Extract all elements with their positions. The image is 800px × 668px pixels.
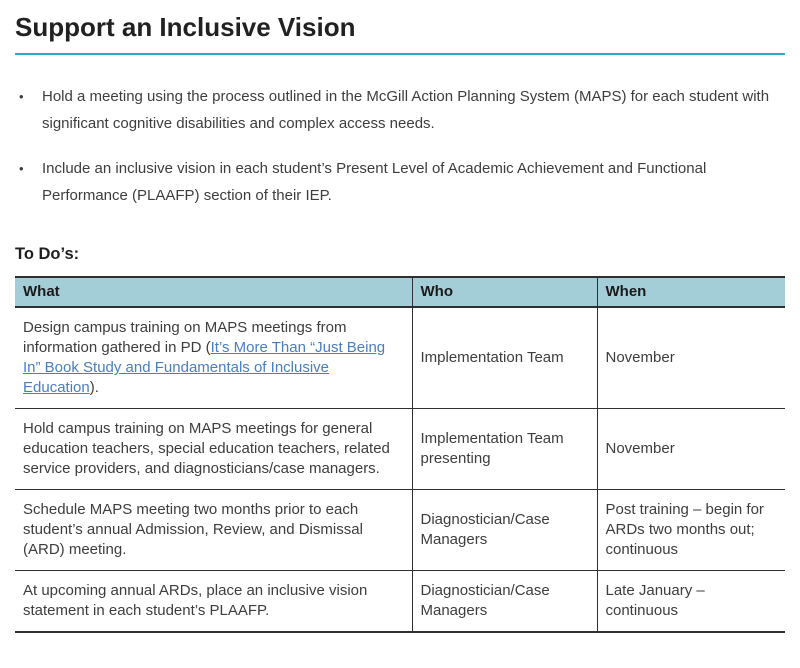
cell-when: Late January – continuous	[596, 570, 785, 634]
cell-text: ).	[89, 379, 99, 397]
cell-what: At upcoming annual ARDs, place an inclus…	[15, 570, 412, 634]
cell-who: Implementation Team	[411, 307, 597, 410]
title-underline	[15, 53, 785, 56]
bullet-marker: •	[19, 89, 24, 105]
cell-what: Design campus training on MAPS meetings …	[15, 307, 412, 410]
cell-who: Diagnostician/Case Managers	[411, 570, 597, 634]
todos-heading: To Do’s:	[15, 245, 80, 264]
cell-when: November	[596, 307, 785, 410]
cell-text: Design campus training on MAPS meetings …	[23, 319, 347, 357]
page-title: Support an Inclusive Vision	[15, 12, 356, 42]
bullet-marker: •	[19, 161, 24, 177]
column-header-what: What	[15, 276, 412, 309]
cell-who: Implementation Team presenting	[411, 408, 597, 491]
bullet-item: • Include an inclusive vision in each st…	[15, 155, 785, 209]
book-study-link[interactable]: It’s More Than “Just Being In” Book Stud…	[23, 339, 386, 397]
bullet-item: • Hold a meeting using the process outli…	[15, 83, 785, 137]
document-page: Support an Inclusive Vision • Hold a mee…	[15, 12, 785, 634]
bullet-list: • Hold a meeting using the process outli…	[15, 83, 785, 209]
bullet-text: Hold a meeting using the process outline…	[42, 88, 770, 133]
cell-who: Diagnostician/Case Managers	[411, 489, 597, 572]
table-row: Schedule MAPS meeting two months prior t…	[15, 489, 785, 572]
cell-when: Post training – begin for ARDs two month…	[596, 489, 785, 572]
cell-what: Hold campus training on MAPS meetings fo…	[15, 408, 412, 491]
cell-when: November	[596, 408, 785, 491]
table-header-row: What Who When	[15, 276, 785, 309]
bullet-text: Include an inclusive vision in each stud…	[42, 160, 707, 205]
table-row: Hold campus training on MAPS meetings fo…	[15, 408, 785, 491]
column-header-who: Who	[411, 276, 597, 309]
cell-what: Schedule MAPS meeting two months prior t…	[15, 489, 412, 572]
column-header-when: When	[596, 276, 785, 309]
table-row: At upcoming annual ARDs, place an inclus…	[15, 570, 785, 634]
todo-table: What Who When Design campus training on …	[15, 276, 785, 634]
table-row: Design campus training on MAPS meetings …	[15, 307, 785, 410]
